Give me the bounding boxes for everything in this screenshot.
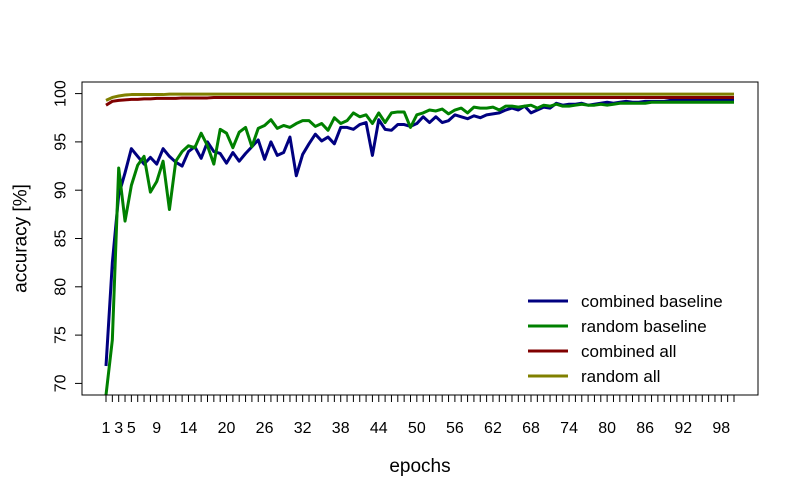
series-line-random-baseline	[104, 100, 734, 395]
x-tick-label: 38	[332, 420, 350, 437]
legend-label: random baseline	[581, 317, 707, 336]
series-line-combined-all	[105, 95, 734, 107]
y-tick-label: 95	[53, 133, 70, 151]
x-tick-label: 32	[294, 420, 312, 437]
x-tick-label: 56	[446, 420, 464, 437]
x-axis-label: epochs	[389, 456, 450, 477]
plot-lines	[104, 92, 734, 395]
legend-label: combined all	[581, 342, 676, 361]
x-tick-label: 86	[636, 420, 654, 437]
x-tick-label: 26	[256, 420, 274, 437]
x-tick-label: 20	[218, 420, 236, 437]
series-line-random-all	[105, 92, 734, 102]
x-tick-label: 74	[560, 420, 578, 437]
y-tick-label: 85	[53, 230, 70, 248]
x-tick-label: 98	[712, 420, 730, 437]
x-tick-label: 14	[180, 420, 198, 437]
legend-label: random all	[581, 367, 660, 386]
x-tick-label: 1	[102, 420, 111, 437]
x-tick-label: 50	[408, 420, 426, 437]
legend: combined baseline random baseline combined…	[528, 292, 723, 386]
y-tick-label: 80	[53, 278, 70, 296]
x-tick-label: 3	[114, 420, 123, 437]
y-axis-label: accuracy [%]	[11, 184, 32, 293]
x-tick-label: 62	[484, 420, 502, 437]
legend-label: combined baseline	[581, 292, 723, 311]
y-axis: 70 75 80 85 90 95 100	[53, 80, 83, 392]
x-tick-label: 44	[370, 420, 388, 437]
y-tick-label: 90	[53, 181, 70, 199]
x-axis: 1 3 5 9 14 20 26 32 38 44 50 56 62 68 74 80 86 92 98	[102, 394, 735, 437]
x-tick-label: 68	[522, 420, 540, 437]
y-tick-label: 75	[53, 326, 70, 344]
x-tick-label: 5	[127, 420, 136, 437]
x-tick-label: 9	[152, 420, 161, 437]
y-tick-label: 70	[53, 374, 70, 392]
x-tick-label: 92	[674, 420, 692, 437]
x-tick-label: 80	[598, 420, 616, 437]
y-tick-label: 100	[53, 80, 70, 107]
